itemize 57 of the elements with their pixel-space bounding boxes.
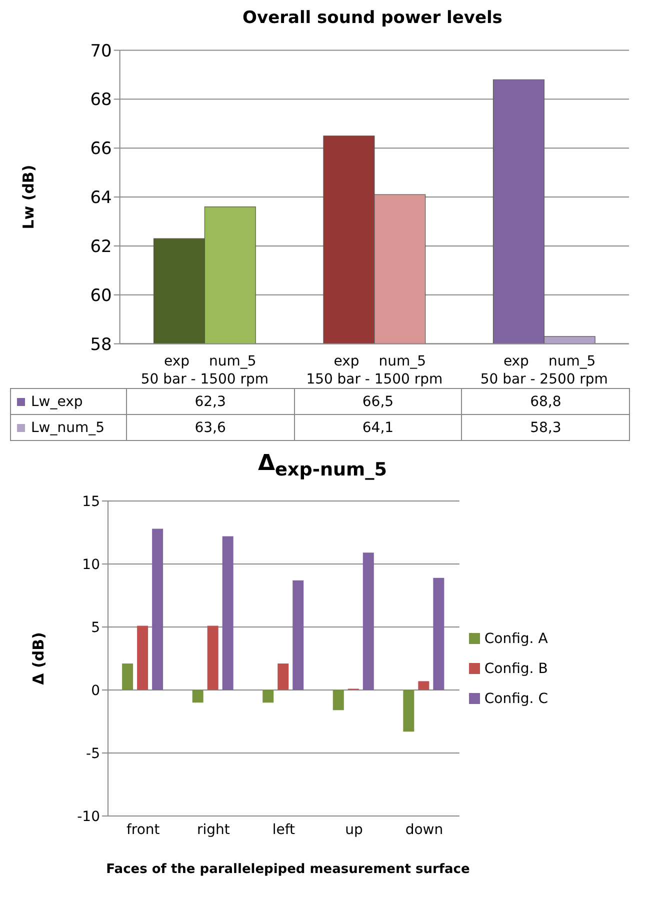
y-tick-label: -5 bbox=[86, 746, 100, 762]
x-tick-label: up bbox=[345, 822, 363, 838]
bar bbox=[122, 664, 134, 690]
y-tick-label: 70 bbox=[90, 41, 112, 62]
x-tick-label: 50 bar - 1500 rpm bbox=[140, 372, 268, 388]
bar bbox=[292, 580, 304, 690]
x-tick-label: down bbox=[405, 822, 444, 838]
y-tick-label: 66 bbox=[90, 139, 112, 160]
x-axis-title: Faces of the parallelepiped measurement surface bbox=[105, 862, 471, 877]
y-tick-label: 60 bbox=[90, 286, 112, 306]
bar bbox=[403, 690, 414, 732]
bar bbox=[278, 664, 289, 690]
text: exp bbox=[164, 354, 190, 370]
bar bbox=[152, 528, 164, 690]
legend-label: Config. C bbox=[484, 690, 548, 706]
data-label: 68,8 bbox=[462, 388, 630, 414]
text: num_5 bbox=[548, 354, 596, 370]
x-tick-label: 50 bar - 2500 rpm bbox=[480, 372, 608, 388]
y-tick-label: 0 bbox=[91, 682, 100, 699]
x-tick-label: 150 bar - 1500 rpm bbox=[306, 372, 443, 388]
y-axis-title: Δ (dB) bbox=[29, 632, 48, 685]
bar bbox=[332, 690, 344, 710]
data-label: 63,6 bbox=[126, 414, 294, 440]
x-tick-label: front bbox=[126, 822, 160, 838]
text: exp bbox=[503, 354, 530, 370]
text: num_5 bbox=[209, 354, 256, 370]
bar bbox=[262, 690, 274, 703]
x-tick-label: left bbox=[272, 822, 296, 838]
bar bbox=[222, 536, 234, 690]
bar bbox=[418, 681, 430, 690]
legend-label: Config. B bbox=[484, 660, 548, 676]
text: exp bbox=[334, 354, 360, 370]
bar bbox=[433, 578, 444, 690]
bar bbox=[137, 626, 148, 690]
x-tick-label: right bbox=[196, 822, 230, 838]
bar bbox=[362, 552, 374, 690]
y-tick-label: 15 bbox=[82, 494, 100, 510]
y-tick-label: 5 bbox=[91, 620, 100, 636]
y-axis-title: Lw (dB) bbox=[19, 164, 38, 230]
y-tick-label: 64 bbox=[90, 188, 112, 208]
data-label: 66,5 bbox=[294, 388, 462, 414]
y-tick-label: -10 bbox=[77, 808, 100, 825]
y-tick-label: 68 bbox=[90, 90, 112, 110]
y-tick-label: 58 bbox=[90, 334, 112, 355]
text: num_5 bbox=[378, 354, 426, 370]
legend-label: Lw_num_5 bbox=[10, 414, 126, 440]
bar bbox=[192, 690, 204, 703]
data-label: 62,3 bbox=[126, 388, 294, 414]
chart-title: Δ$_{exp-num_5}$ bbox=[256, 451, 388, 482]
data-label: 64,1 bbox=[294, 414, 462, 440]
data-label: 58,3 bbox=[462, 414, 630, 440]
legend-label: Lw_exp bbox=[10, 388, 126, 414]
y-tick-label: 10 bbox=[82, 556, 100, 573]
chart-title: Overall sound power levels bbox=[242, 8, 504, 30]
legend-label: Config. A bbox=[484, 630, 548, 646]
y-tick-label: 62 bbox=[90, 236, 112, 257]
bar bbox=[207, 626, 218, 690]
